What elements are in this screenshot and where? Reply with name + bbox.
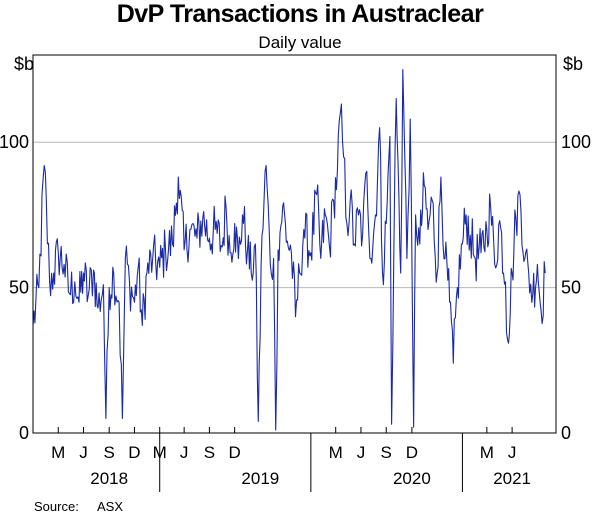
series-line bbox=[32, 68, 546, 431]
y-unit-right: $b bbox=[563, 54, 583, 74]
x-tick-label: J bbox=[508, 443, 517, 462]
y-tick-label-left: 50 bbox=[9, 278, 29, 298]
x-tick-label: M bbox=[153, 443, 167, 462]
x-tick-label: S bbox=[204, 443, 215, 462]
x-tick-label: S bbox=[104, 443, 115, 462]
y-tick-label-right: 100 bbox=[561, 132, 591, 152]
x-tick-label: S bbox=[381, 443, 392, 462]
y-tick-labels: 0 0 50 50 100 100 bbox=[0, 132, 591, 443]
year-label: 2020 bbox=[393, 469, 431, 488]
year-labels: 2018 2019 2020 2021 bbox=[90, 469, 531, 488]
x-tick-label: J bbox=[180, 443, 189, 462]
chart-title: DvP Transactions in Austraclear bbox=[117, 0, 484, 28]
x-tick-label: D bbox=[229, 443, 241, 462]
gridlines bbox=[33, 141, 556, 289]
x-tick-label: J bbox=[357, 443, 366, 462]
series-layer bbox=[32, 68, 546, 431]
y-tick-label-left: 0 bbox=[19, 423, 29, 443]
y-tick-label-right: 50 bbox=[561, 278, 581, 298]
y-tick-label-left: 100 bbox=[0, 132, 29, 152]
chart-subtitle: Daily value bbox=[258, 33, 341, 52]
x-ticks bbox=[57, 427, 513, 492]
source-value: ASX bbox=[97, 499, 123, 514]
x-tick-label: D bbox=[128, 443, 140, 462]
x-tick-label: M bbox=[480, 443, 494, 462]
year-label: 2019 bbox=[241, 469, 279, 488]
source-label: Source: bbox=[34, 499, 79, 514]
x-tick-label: D bbox=[406, 443, 418, 462]
x-tick-label: M bbox=[329, 443, 343, 462]
year-label: 2018 bbox=[90, 469, 128, 488]
x-tick-label: M bbox=[51, 443, 65, 462]
year-label: 2021 bbox=[493, 469, 531, 488]
y-unit-left: $b bbox=[14, 54, 34, 74]
x-tick-label: J bbox=[79, 443, 88, 462]
y-tick-label-right: 0 bbox=[561, 423, 571, 443]
plot-frame bbox=[32, 54, 557, 434]
